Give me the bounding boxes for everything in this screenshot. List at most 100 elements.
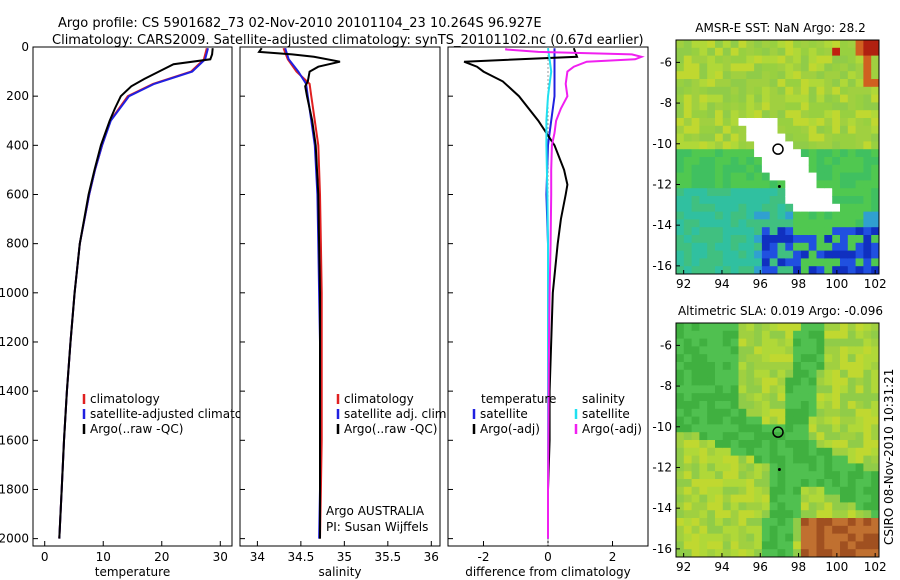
map-cell — [691, 479, 700, 488]
map-cell — [824, 354, 833, 363]
map-cell — [676, 377, 685, 386]
map-cell — [816, 63, 825, 72]
map-cell — [840, 424, 849, 433]
map-cell — [707, 157, 716, 166]
map-cell — [785, 486, 794, 496]
map-cell — [683, 196, 693, 205]
map-cell — [808, 94, 818, 103]
map-cell — [730, 47, 740, 57]
map-cell — [722, 235, 732, 244]
map-cell — [730, 463, 740, 472]
map-cell — [683, 79, 693, 88]
map-cell — [800, 486, 810, 496]
map-cell — [832, 196, 841, 205]
map-cell — [816, 188, 825, 197]
map-cell — [847, 102, 857, 111]
map-cell — [777, 440, 786, 449]
map-cell — [808, 401, 818, 410]
map-cell — [832, 219, 841, 228]
map-cell — [816, 86, 825, 96]
map-cell — [808, 211, 818, 220]
map-cell — [793, 118, 802, 127]
map-cell — [683, 486, 693, 496]
map-cell — [832, 338, 841, 347]
y-tick-label: 2000 — [0, 532, 29, 546]
map-cell — [847, 47, 857, 57]
map-cell — [847, 385, 857, 394]
map-cell — [847, 377, 857, 386]
map-cell — [824, 250, 833, 259]
map-cell — [707, 369, 716, 379]
map-cell — [816, 141, 825, 150]
map-cell — [840, 86, 849, 96]
map-cell — [676, 133, 685, 142]
map-cell — [871, 79, 879, 88]
map-cell — [683, 346, 693, 355]
map-cell — [847, 149, 857, 158]
map-cell — [722, 440, 732, 449]
map-cell — [800, 258, 810, 267]
map-cell — [871, 330, 879, 340]
map-cell — [722, 164, 732, 174]
map-cell — [730, 486, 740, 496]
map-cell — [863, 346, 872, 355]
map-cell — [777, 338, 786, 347]
map-cell — [707, 172, 716, 181]
map-cell — [746, 510, 755, 519]
map-cell — [832, 354, 841, 363]
map-cell — [754, 377, 763, 386]
map-cell — [715, 110, 724, 119]
map-cell — [691, 502, 700, 511]
map-cell — [715, 377, 724, 386]
map-cell — [800, 408, 810, 418]
map-cell — [699, 188, 708, 197]
map-cell — [730, 494, 740, 503]
map-cell — [800, 362, 810, 371]
map-cell — [754, 479, 763, 488]
map-cell — [769, 227, 779, 236]
map-cell — [761, 494, 771, 503]
map-cell — [816, 149, 825, 158]
map-cell — [730, 188, 740, 197]
map-cell — [683, 63, 693, 72]
map-cell — [808, 188, 818, 197]
map-cell — [808, 55, 818, 64]
map-cell — [832, 125, 841, 135]
map-cell — [832, 203, 841, 213]
map-cell — [840, 47, 849, 57]
map-cell — [730, 510, 740, 519]
map-cell — [816, 471, 825, 480]
map-cell — [761, 463, 771, 472]
map-cell — [707, 196, 716, 205]
map-cell — [707, 401, 716, 410]
map-cell — [879, 40, 887, 48]
map-cell — [699, 471, 708, 480]
map-cell — [691, 385, 700, 394]
map-cell — [793, 55, 802, 64]
map-cell — [691, 533, 700, 542]
map-cell — [840, 494, 849, 503]
map-cell — [699, 377, 708, 386]
map-cell — [754, 471, 763, 480]
map-cell — [777, 549, 786, 557]
map-cell — [769, 118, 779, 127]
map-cell — [879, 165, 887, 173]
map-cell — [738, 479, 747, 488]
map-cell — [769, 432, 779, 441]
map-cell — [691, 455, 700, 464]
map-cell — [816, 440, 825, 449]
map-cell — [777, 401, 786, 410]
map-cell — [793, 338, 802, 347]
map-cell — [816, 346, 825, 355]
map-cell — [769, 133, 779, 142]
y-tick-label: 0 — [21, 40, 29, 54]
map-cell — [847, 211, 857, 220]
map-cell — [769, 242, 779, 252]
map-cell — [847, 486, 857, 496]
map-cell — [761, 416, 771, 425]
map-cell — [848, 274, 856, 282]
map-cell — [808, 71, 818, 80]
map-cell — [715, 79, 724, 88]
map-cell — [800, 133, 810, 142]
